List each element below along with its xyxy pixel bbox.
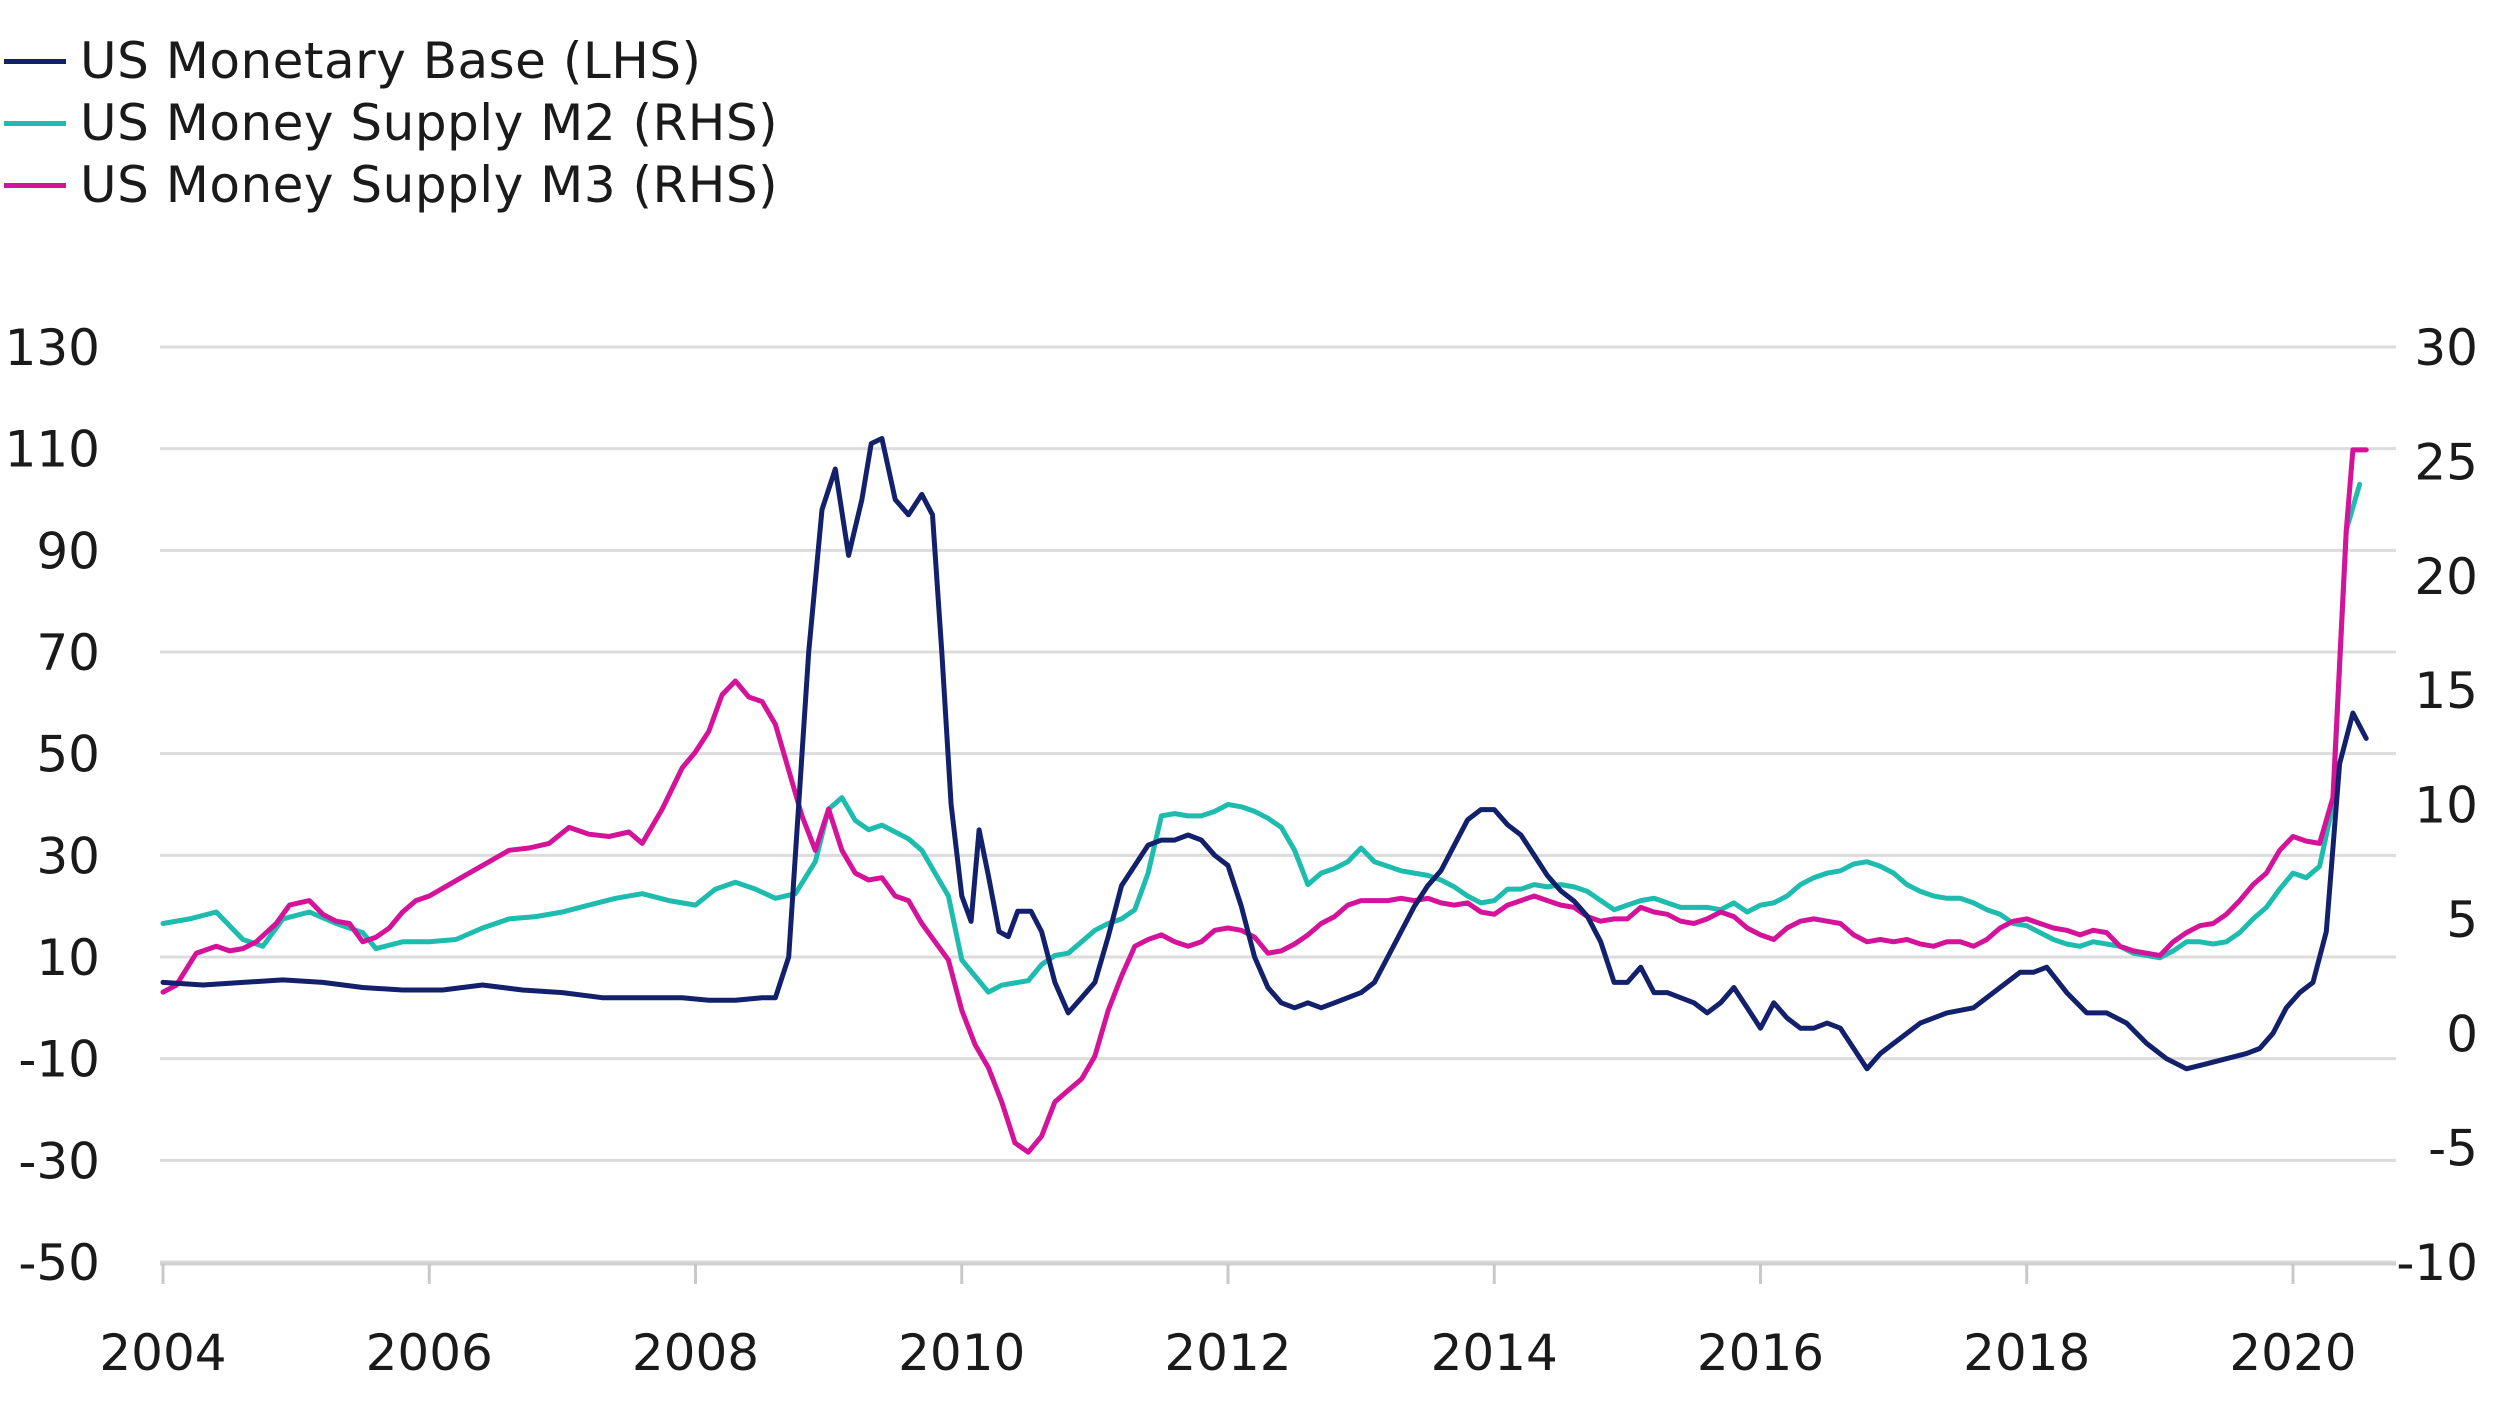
left-tick-label: 70 — [36, 624, 100, 682]
x-tick-label: 2006 — [366, 1324, 493, 1382]
series-line-2 — [160, 447, 2369, 1155]
left-tick-label: -10 — [18, 1031, 100, 1089]
left-tick-label: -50 — [18, 1234, 100, 1292]
right-tick-label: 10 — [2414, 777, 2478, 835]
legend-item-m3: US Money Supply M3 (RHS) — [0, 154, 778, 216]
left-tick-label: 30 — [36, 827, 100, 885]
legend-item-m2: US Money Supply M2 (RHS) — [0, 92, 778, 154]
x-tick-label: 2004 — [99, 1324, 226, 1382]
right-tick-label: 30 — [2414, 319, 2478, 377]
left-tick-label: 90 — [36, 522, 100, 580]
x-tick-label: 2016 — [1697, 1324, 1824, 1382]
right-tick-label: 0 — [2446, 1005, 2478, 1063]
legend-item-monetary-base: US Monetary Base (LHS) — [0, 30, 778, 92]
left-tick-label: -30 — [18, 1132, 100, 1190]
left-tick-label: 130 — [5, 319, 100, 377]
legend-swatch-monetary-base — [4, 58, 66, 64]
right-tick-label: 5 — [2446, 891, 2478, 949]
chart-legend: US Monetary Base (LHS) US Money Supply M… — [0, 30, 778, 216]
x-tick-label: 2018 — [1963, 1324, 2090, 1382]
right-tick-label: -10 — [2396, 1234, 2478, 1292]
left-tick-label: 110 — [5, 421, 100, 479]
legend-swatch-m2 — [4, 120, 66, 126]
x-tick-label: 2014 — [1431, 1324, 1558, 1382]
series-line-0 — [160, 436, 2369, 1072]
x-tick-label: 2008 — [632, 1324, 759, 1382]
x-tick-label: 2020 — [2229, 1324, 2356, 1382]
series-line-1 — [160, 481, 2363, 995]
x-tick-label: 2012 — [1164, 1324, 1291, 1382]
right-tick-label: -5 — [2428, 1120, 2478, 1178]
right-tick-label: 20 — [2414, 548, 2478, 606]
right-tick-label: 15 — [2414, 662, 2478, 720]
left-tick-label: 50 — [36, 726, 100, 784]
legend-label-m3: US Money Supply M3 (RHS) — [80, 156, 779, 214]
x-axis: 2004 2006 2008 2010 2012 2014 2016 2018 2020 — [99, 1262, 2396, 1382]
gridlines — [160, 345, 2396, 1264]
legend-label-m2: US Money Supply M2 (RHS) — [80, 94, 779, 152]
left-tick-label: 10 — [36, 929, 100, 987]
x-tick-label: 2010 — [898, 1324, 1025, 1382]
left-axis-ticks: 130 110 90 70 50 30 10 -10 -30 -50 — [5, 319, 100, 1292]
legend-label-monetary-base: US Monetary Base (LHS) — [80, 32, 702, 90]
series-lines — [160, 436, 2369, 1155]
right-axis-ticks: 30 25 20 15 10 5 0 -5 -10 — [2396, 319, 2478, 1292]
right-tick-label: 25 — [2414, 433, 2478, 491]
legend-swatch-m3 — [4, 182, 66, 188]
